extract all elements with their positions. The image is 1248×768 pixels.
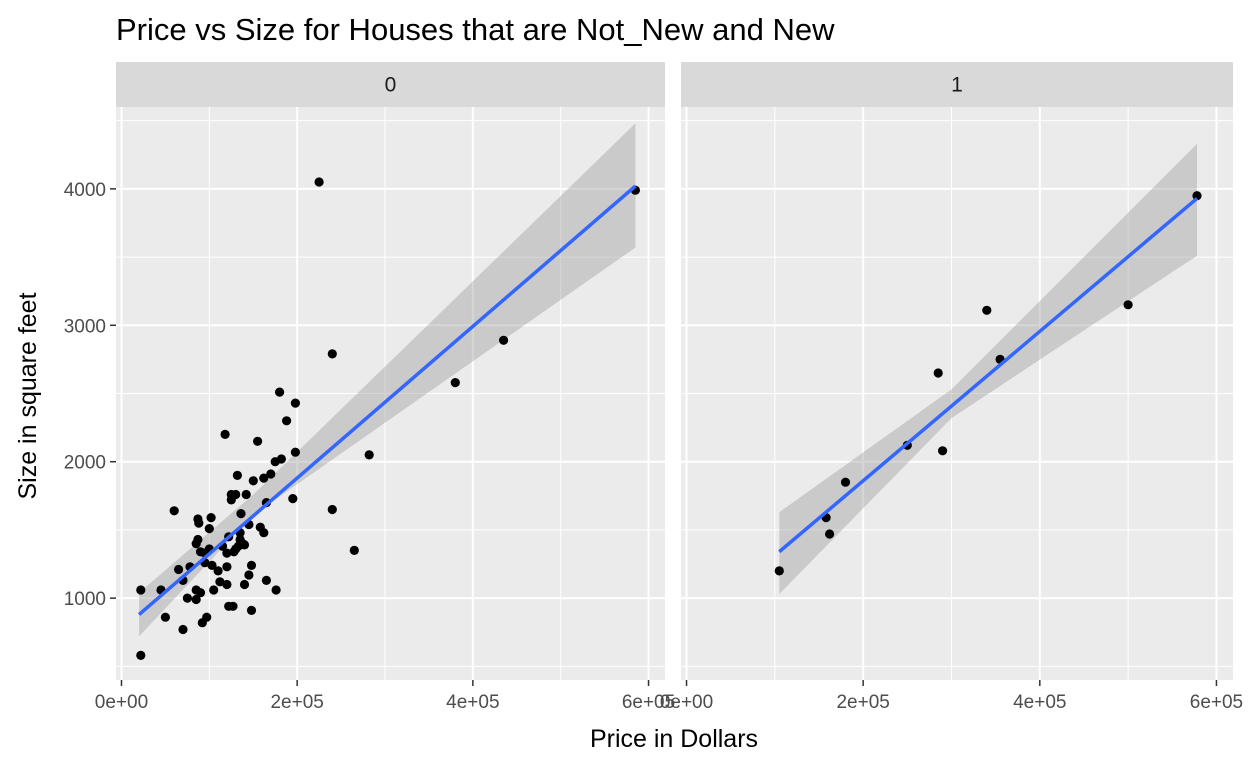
data-point xyxy=(282,416,292,426)
data-point xyxy=(364,450,374,460)
data-point xyxy=(220,429,230,439)
data-point xyxy=(1123,300,1133,310)
y-tick-label: 3000 xyxy=(64,316,106,337)
data-point xyxy=(232,470,242,480)
data-point xyxy=(239,579,250,590)
data-point xyxy=(178,624,188,635)
data-point xyxy=(266,469,276,479)
data-point xyxy=(840,477,851,487)
data-point xyxy=(938,446,948,456)
data-point xyxy=(499,335,509,345)
data-point xyxy=(193,534,203,545)
data-point xyxy=(314,177,324,187)
facet-panels: 0 0e+00 2e+05 4e+05 6e+05 1000 2000 3000 4000 1 0e… xyxy=(64,62,1243,713)
data-point xyxy=(246,605,257,616)
data-point xyxy=(825,529,835,539)
x-tick-label: 6e+05 xyxy=(1190,692,1243,713)
data-point xyxy=(174,564,184,575)
data-point xyxy=(261,575,271,586)
facet-strip-label: 1 xyxy=(951,74,963,97)
x-tick-label: 0e+00 xyxy=(95,692,148,713)
data-point xyxy=(253,436,263,446)
data-point xyxy=(246,560,257,571)
regression-line xyxy=(137,184,637,616)
data-point xyxy=(290,398,300,408)
data-point xyxy=(276,454,286,464)
data-point xyxy=(239,540,250,550)
confidence-band xyxy=(139,123,636,637)
data-point xyxy=(202,612,212,622)
chart-title: Price vs Size for Houses that are Not_Ne… xyxy=(116,12,835,47)
data-point xyxy=(182,593,192,603)
facet-strip-label: 0 xyxy=(385,74,397,97)
x-tick-label: 2e+05 xyxy=(836,692,889,713)
data-point xyxy=(290,447,300,457)
data-point xyxy=(222,579,232,590)
x-tick-label: 2e+05 xyxy=(270,692,323,713)
x-tick-label: 4e+05 xyxy=(446,692,499,713)
facet-panel-1: 1 0e+00 2e+05 4e+05 6e+05 xyxy=(660,62,1243,713)
data-point xyxy=(136,585,146,595)
data-point xyxy=(228,601,238,611)
data-point xyxy=(136,650,146,661)
data-point xyxy=(933,368,943,378)
y-tick-label: 1000 xyxy=(64,589,106,610)
data-point xyxy=(191,594,201,605)
data-point xyxy=(244,570,254,580)
x-axis-title: Price in Dollars xyxy=(590,725,758,753)
data-point xyxy=(327,504,337,515)
data-point xyxy=(169,506,179,516)
data-point xyxy=(349,545,359,556)
data-point xyxy=(450,378,460,388)
data-point xyxy=(236,508,246,519)
data-point xyxy=(195,588,206,598)
data-point xyxy=(259,473,269,483)
data-point xyxy=(259,528,269,538)
y-tick-label: 2000 xyxy=(64,453,106,474)
x-tick-label: 0e+00 xyxy=(660,692,713,713)
facet-strip xyxy=(681,62,1233,107)
data-point xyxy=(1192,191,1202,201)
data-point xyxy=(271,585,281,595)
y-tick-label: 4000 xyxy=(64,180,106,201)
data-point xyxy=(288,494,298,504)
facet-panel-0: 0 0e+00 2e+05 4e+05 6e+05 1000 2000 3000 4000 xyxy=(64,62,675,713)
x-tick-label: 4e+05 xyxy=(1013,692,1066,713)
y-axis-title: Size in square feet xyxy=(14,292,42,499)
data-point xyxy=(213,566,223,576)
data-point xyxy=(248,476,258,486)
data-point xyxy=(222,562,232,572)
data-point xyxy=(204,524,214,534)
data-point xyxy=(194,518,204,528)
data-point xyxy=(215,577,225,587)
data-point xyxy=(241,489,251,500)
x-tick-label: 6e+05 xyxy=(622,692,675,713)
data-point xyxy=(982,305,992,315)
data-point xyxy=(275,387,285,397)
facet-strip xyxy=(116,62,665,107)
confidence-band xyxy=(779,143,1197,595)
data-point xyxy=(231,489,241,500)
data-point xyxy=(207,560,217,571)
data-point xyxy=(222,548,232,558)
regression-line xyxy=(778,197,1199,554)
data-point xyxy=(209,585,219,595)
data-point xyxy=(327,349,337,359)
data-point xyxy=(774,566,784,576)
data-point xyxy=(160,612,170,622)
data-point xyxy=(206,513,216,523)
